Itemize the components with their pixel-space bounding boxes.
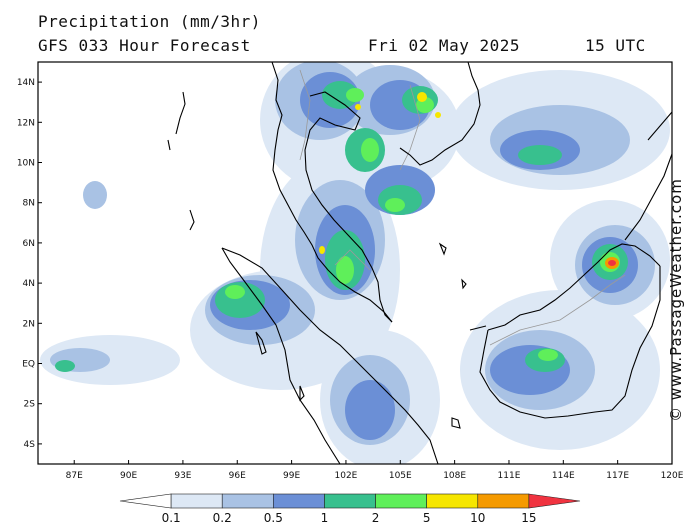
latitude-tick-label: 12N [17,118,35,128]
map-frame [37,61,673,465]
colorbar-label: 0.1 [162,511,181,525]
latitude-tick-label: 4S [24,440,36,450]
colorbar-label: 2 [372,511,380,525]
colorbar-label: 10 [470,511,485,525]
colorbar-segment [426,493,479,509]
longitude-tick-label: 117E [606,471,629,481]
precipitation-field [40,62,672,464]
longitude-tick-label: 114E [552,471,575,481]
colorbar-label: 5 [423,511,431,525]
colorbar-segment [170,493,223,509]
longitude-tick-label: 90E [120,471,137,481]
longitude-tick-label: 99E [283,471,300,481]
country-borders [299,69,626,346]
precip-extreme-area [605,257,619,269]
longitude-tick-label: 108E [443,471,466,481]
forecast-date: Fri 02 May 2025 [368,36,520,55]
colorbar-label: 15 [521,511,536,525]
longitude-tick-label: 105E [389,471,412,481]
longitude-tick-label: 120E [661,471,684,481]
coastlines [167,62,672,464]
longitude-tick-label: 87E [66,471,83,481]
longitude-tick-label: 111E [498,471,521,481]
longitude-tick-label: 102E [335,471,358,481]
latitude-tick-label: 2S [24,400,36,410]
longitude-axis: 87E 90E 93E 96E 99E 102E 105E 108E 111E 114E 117E 1… [66,460,684,481]
precip-intense-areas [319,92,441,254]
colorbar-segment [119,493,172,509]
colorbar-label: 0.2 [213,511,232,525]
colorbar-label: 0.5 [264,511,283,525]
precipitation-colorbar: 0.1 0.2 0.5 1 2 5 10 15 [119,493,581,525]
colorbar-segment [375,493,427,509]
latitude-axis: 14N 12N 10N 8N 6N 4N 2N EQ 2S 4S [17,78,42,450]
longitude-tick-label: 93E [174,471,191,481]
colorbar-label: 1 [321,511,329,525]
colorbar-segment [528,493,581,509]
latitude-tick-label: EQ [22,360,35,370]
colorbar-segment [273,493,325,509]
latitude-tick-label: 10N [17,159,35,169]
latitude-tick-label: 8N [23,199,35,209]
colorbar-segment [477,493,530,509]
colorbar-segment [324,493,376,509]
website-credit: © www.PassageWeather.com [667,178,685,422]
map-title: Precipitation (mm/3hr) [38,12,261,31]
colorbar-segment [221,493,274,509]
forecast-time: 15 UTC [585,36,646,55]
latitude-tick-label: 14N [17,78,35,88]
latitude-tick-label: 2N [23,319,35,329]
latitude-tick-label: 4N [23,279,35,289]
latitude-tick-label: 6N [23,239,35,249]
forecast-subtitle: GFS 033 Hour Forecast [38,36,251,55]
longitude-tick-label: 96E [229,471,246,481]
